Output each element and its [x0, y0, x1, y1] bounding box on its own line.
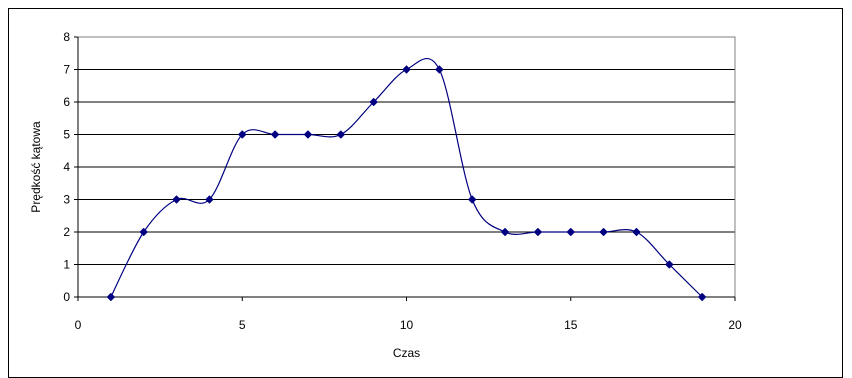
y-tick-label: 8: [63, 30, 70, 44]
data-point-marker: [106, 292, 116, 302]
y-tick-label: 4: [63, 160, 70, 174]
y-axis-title: Prędkość kątowa: [29, 121, 43, 213]
x-tick-label: 5: [239, 318, 246, 332]
data-point-marker: [369, 97, 379, 107]
data-point-marker: [336, 130, 346, 139]
series-markers: [106, 65, 707, 302]
data-point-marker: [172, 195, 181, 204]
data-point-marker: [697, 292, 707, 302]
x-tick-labels: 0 5 10 15 20: [75, 318, 742, 332]
x-tick-label: 15: [564, 318, 578, 332]
data-point-marker: [139, 227, 149, 237]
data-point-marker: [402, 65, 411, 74]
y-tick-label: 1: [63, 258, 70, 272]
x-tick-label: 0: [75, 318, 82, 332]
y-tick-label: 0: [63, 290, 70, 304]
data-point-marker: [205, 195, 214, 204]
x-tick-label: 20: [728, 318, 742, 332]
y-tick-label: 2: [63, 225, 70, 239]
y-tick-label: 7: [63, 63, 70, 77]
y-tick-label: 3: [63, 193, 70, 207]
data-point-marker: [303, 130, 313, 139]
data-point-marker: [270, 130, 280, 139]
y-tick-labels: 0 1 2 3 4 5 6 7 8: [63, 30, 70, 304]
data-point-marker: [500, 227, 510, 237]
x-tick-label: 10: [400, 318, 414, 332]
data-point-marker: [237, 130, 247, 139]
data-point-marker: [566, 227, 576, 237]
data-point-marker: [533, 227, 543, 237]
data-point-marker: [599, 227, 608, 237]
data-point-marker: [434, 65, 444, 74]
data-point-marker: [632, 227, 641, 237]
x-axis-title: Czas: [393, 346, 420, 360]
gridlines: [74, 36, 735, 298]
data-point-marker: [467, 195, 477, 204]
y-tick-label: 5: [63, 128, 70, 142]
y-tick-label: 6: [63, 95, 70, 109]
series-line: [110, 57, 703, 298]
axes: [77, 37, 736, 301]
data-point-marker: [664, 260, 674, 269]
